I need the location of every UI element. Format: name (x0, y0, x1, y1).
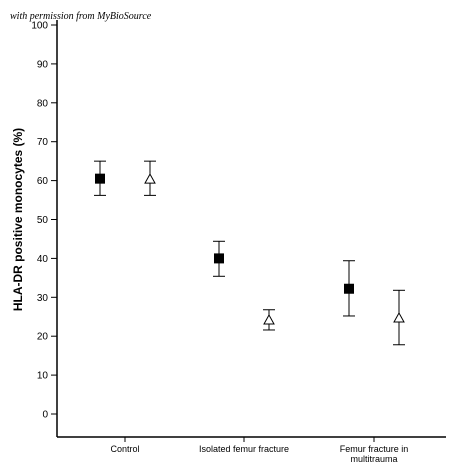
y-tick-label: 40 (37, 254, 49, 265)
y-tick-label: 20 (37, 332, 49, 343)
y-tick-label: 100 (31, 21, 48, 32)
data-point-triangle (263, 313, 275, 325)
y-tick-label: 70 (37, 137, 49, 148)
y-tick-label: 30 (37, 293, 49, 304)
data-point-square (344, 283, 354, 294)
y-axis-title: HLA-DR positive monocytes (%) (11, 128, 25, 311)
y-tick-label: 0 (42, 410, 48, 421)
chart-axes (56, 20, 446, 438)
x-categories: Control Isolated femur fracture Femur frac… (110, 437, 408, 464)
y-tick-label: 90 (37, 59, 49, 70)
watermark-text: with permission from MyBioSource (10, 11, 152, 22)
data-point-square (214, 253, 224, 264)
y-ticks: 0 10 20 30 40 50 60 70 80 90 100 (31, 21, 57, 421)
x-category-label: Isolated femur fracture (199, 444, 289, 454)
y-tick-label: 10 (37, 371, 49, 382)
y-tick-label: 50 (37, 215, 49, 226)
data-point-triangle (144, 173, 156, 184)
data-point-square (95, 173, 105, 184)
x-category-label: Femur fracture in (340, 444, 409, 454)
data-point-triangle (393, 311, 405, 323)
y-tick-label: 80 (37, 98, 49, 109)
x-category-label: Control (110, 444, 139, 454)
y-tick-label: 60 (37, 176, 49, 187)
x-category-label: multitrauma (350, 454, 397, 464)
data-marks (94, 160, 405, 346)
